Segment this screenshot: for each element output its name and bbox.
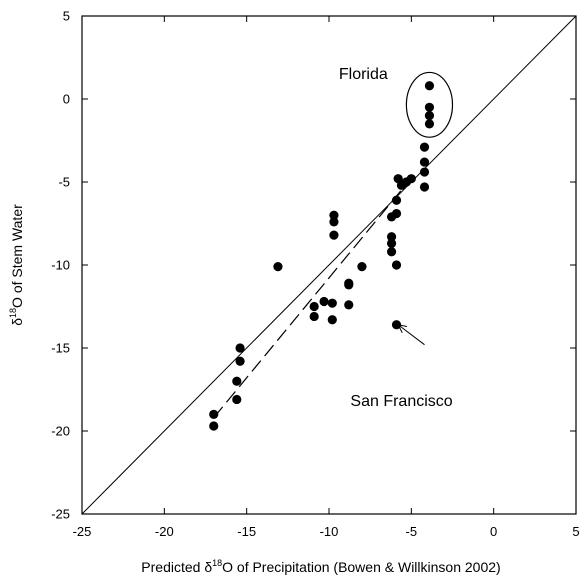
- y-tick-label: -25: [51, 507, 70, 522]
- data-point: [309, 301, 319, 312]
- y-axis-label-suffix: O of Stem Water: [9, 204, 25, 308]
- x-tick-label: -15: [237, 524, 256, 539]
- data-point: [235, 356, 245, 366]
- data-point: [406, 174, 416, 184]
- data-point: [419, 157, 430, 167]
- y-axis-label-superscript: 18: [8, 308, 18, 318]
- data-point: [319, 296, 329, 307]
- data-point: [424, 111, 435, 121]
- one-to-one-line: [81, 15, 577, 515]
- data-point: [357, 262, 367, 272]
- data-point: [391, 195, 402, 205]
- y-tick-label: -20: [51, 424, 70, 439]
- x-tick-label: -20: [155, 524, 174, 539]
- y-tick-label: -15: [51, 341, 70, 356]
- data-point: [424, 119, 435, 129]
- data-point: [419, 142, 430, 152]
- data-point: [391, 208, 402, 219]
- data-point: [329, 217, 339, 227]
- y-axis-label: δ18O of Stem Water: [8, 204, 25, 326]
- x-axis-label: Predicted δ18O of Precipitation (Bowen &…: [141, 558, 500, 575]
- data-point: [386, 247, 397, 257]
- data-point: [424, 81, 435, 91]
- data-point: [329, 230, 339, 240]
- san-francisco-arrow-shaft: [397, 324, 425, 346]
- data-point: [309, 311, 319, 322]
- annotation-florida: Florida: [339, 66, 388, 83]
- data-point: [386, 232, 397, 242]
- florida-highlight-ellipse: [405, 71, 454, 138]
- data-point: [424, 102, 435, 112]
- x-axis-label-superscript: 18: [212, 558, 222, 568]
- data-point: [344, 280, 354, 290]
- data-point: [209, 409, 219, 419]
- data-point: [391, 260, 402, 270]
- data-point: [209, 421, 219, 431]
- data-point: [235, 343, 245, 353]
- x-axis-label-suffix: O of Precipitation (Bowen & Willkinson 2…: [222, 559, 501, 575]
- x-axis-label-prefix: Predicted δ: [141, 559, 212, 575]
- x-tick-label: 0: [490, 524, 497, 539]
- annotation-san-francisco: San Francisco: [350, 393, 452, 410]
- data-point: [386, 238, 397, 249]
- data-point: [327, 315, 337, 325]
- plot-layer: [81, 15, 577, 515]
- data-point: [419, 167, 430, 177]
- data-point: [419, 182, 430, 192]
- data-point: [232, 394, 242, 405]
- data-point: [344, 300, 354, 310]
- x-tick-label: -25: [73, 524, 92, 539]
- data-point: [327, 298, 337, 308]
- regression-line-dashed: [213, 181, 409, 419]
- data-point: [273, 262, 283, 272]
- y-axis-label-prefix: δ: [9, 318, 25, 326]
- data-point: [232, 376, 242, 386]
- san-francisco-arrow-head: [397, 324, 408, 333]
- x-tick-label: 5: [572, 524, 579, 539]
- x-tick-label: -5: [406, 524, 418, 539]
- y-tick-label: -10: [51, 258, 70, 273]
- y-tick-label: 0: [63, 92, 70, 107]
- x-tick-label: -10: [320, 524, 339, 539]
- y-tick-label: -5: [58, 175, 70, 190]
- data-point: [329, 210, 339, 220]
- y-tick-label: 5: [63, 9, 70, 24]
- axis-ticks: -25 -20 -15 -10 -5 0 5 -25 -20 -15 -10 -5 0 5: [51, 9, 579, 540]
